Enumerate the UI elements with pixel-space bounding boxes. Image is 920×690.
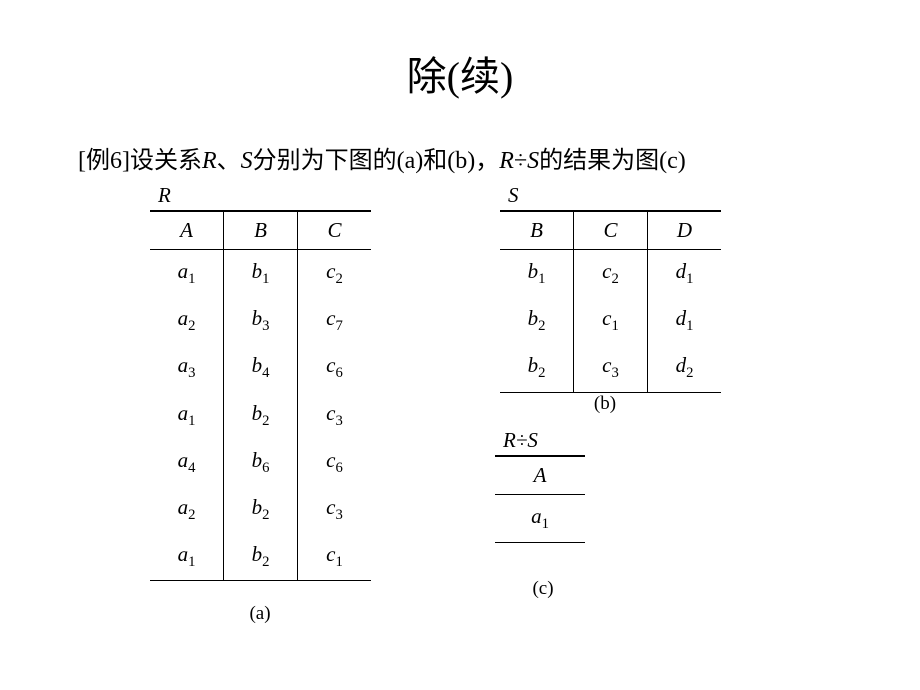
cell: b2 [500, 344, 574, 392]
cell: a4 [150, 439, 224, 486]
slide: 除(续) [例6]设关系R、S分别为下图的(a)和(b)，R÷S的结果为图(c)… [0, 0, 920, 690]
cell: b3 [224, 297, 298, 344]
table-row: a2 b3 c7 [150, 297, 371, 344]
cell: c6 [298, 439, 372, 486]
table-row: a1 [495, 495, 585, 543]
example-text: [例6]设关系R、S分别为下图的(a)和(b)，R÷S的结果为图(c) [78, 140, 920, 175]
txt-div: ÷ [514, 148, 527, 174]
cell: c6 [298, 344, 372, 391]
hdr-b: B [500, 212, 574, 250]
cell: d1 [648, 250, 722, 298]
cell: c3 [574, 344, 648, 392]
table-row: A B C [150, 212, 371, 250]
cell: b4 [224, 344, 298, 391]
cell: b2 [500, 297, 574, 344]
hdr-b: B [224, 212, 298, 250]
cell: b2 [224, 486, 298, 533]
cell: d2 [648, 344, 722, 392]
sym-s: S [241, 148, 253, 174]
caption-r: R [150, 183, 371, 211]
figure-label-a: (a) [220, 603, 300, 625]
cell: c1 [574, 297, 648, 344]
cell: b1 [500, 250, 574, 298]
diagram-area: R A B C a1 b1 c2 a2 b3 c7 [150, 183, 850, 643]
table-row: a3 b4 c6 [150, 344, 371, 391]
cell: c7 [298, 297, 372, 344]
table-row: b2 c1 d1 [500, 297, 721, 344]
hdr-d: D [648, 212, 722, 250]
cell: c2 [574, 250, 648, 298]
txt-pre: [例6]设关系 [78, 148, 202, 174]
cell: a1 [495, 495, 585, 543]
table-s: S B C D b1 c2 d1 b2 c1 d1 [500, 183, 721, 393]
hdr-a: A [495, 457, 585, 495]
figure-label-c: (c) [518, 578, 568, 600]
table-r: R A B C a1 b1 c2 a2 b3 c7 [150, 183, 371, 581]
hdr-a: A [150, 212, 224, 250]
cell: c3 [298, 486, 372, 533]
cell: a3 [150, 344, 224, 391]
sym-r: R [202, 148, 217, 174]
caption-s: S [500, 183, 721, 211]
hdr-c: C [574, 212, 648, 250]
cell: b1 [224, 250, 298, 298]
cell: b6 [224, 439, 298, 486]
table-row: b1 c2 d1 [500, 250, 721, 298]
cell: c3 [298, 392, 372, 439]
table-row: a2 b2 c3 [150, 486, 371, 533]
figure-label-b: (b) [565, 393, 645, 415]
caption-rs: R÷S [495, 428, 585, 456]
table-row: a1 b1 c2 [150, 250, 371, 298]
cell: c1 [298, 533, 372, 581]
sym-s2: S [527, 148, 539, 174]
table-rs: R÷S A a1 [495, 428, 585, 543]
cell: a2 [150, 486, 224, 533]
txt-m2: 分别为下图的(a)和(b)， [253, 148, 500, 174]
txt-m1: 、 [217, 148, 241, 174]
table-row: B C D [500, 212, 721, 250]
cell: a1 [150, 533, 224, 581]
table-row: a1 b2 c1 [150, 533, 371, 581]
cell: a1 [150, 392, 224, 439]
cell: b2 [224, 392, 298, 439]
table-row: a1 b2 c3 [150, 392, 371, 439]
sym-r2: R [499, 148, 514, 174]
cell: d1 [648, 297, 722, 344]
table-row: b2 c3 d2 [500, 344, 721, 392]
cell: a2 [150, 297, 224, 344]
table-row: a4 b6 c6 [150, 439, 371, 486]
hdr-c: C [298, 212, 372, 250]
cell: b2 [224, 533, 298, 581]
table-row: A [495, 457, 585, 495]
page-title: 除(续) [0, 44, 920, 102]
txt-tail: 的结果为图(c) [539, 148, 686, 174]
cell: a1 [150, 250, 224, 298]
cell: c2 [298, 250, 372, 298]
